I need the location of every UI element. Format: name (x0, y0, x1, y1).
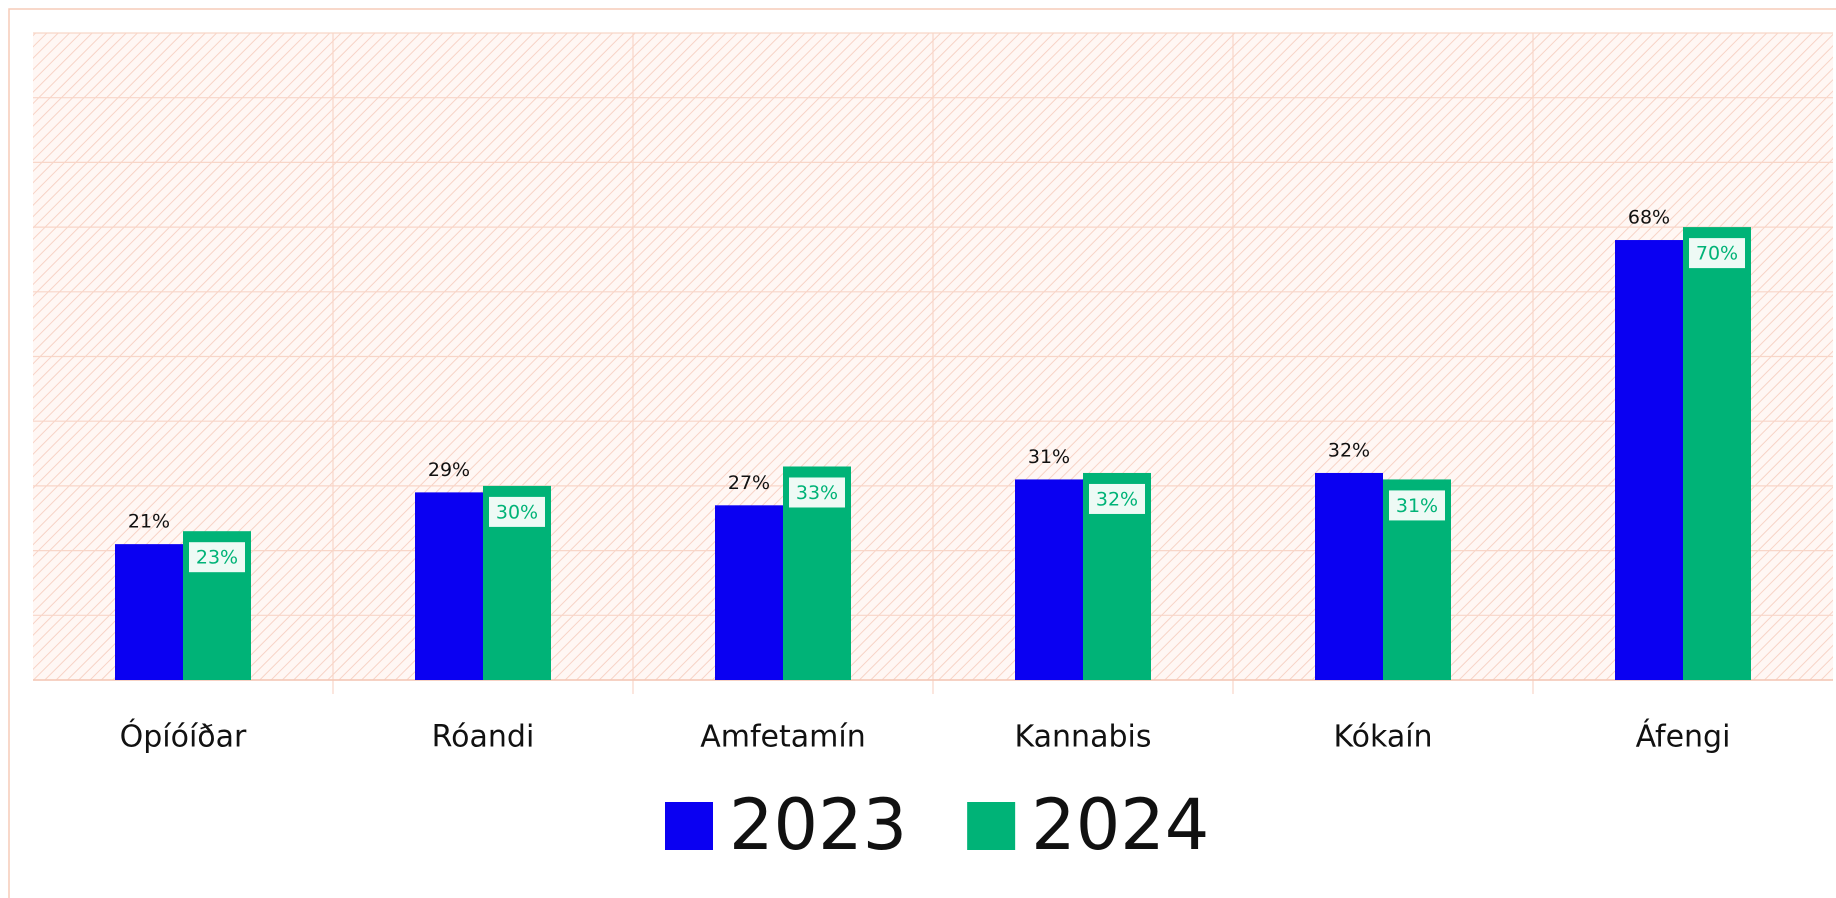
x-tick-label: Áfengi (1636, 719, 1731, 755)
data-label: 30% (496, 501, 538, 523)
data-label: 33% (796, 482, 838, 504)
bar (415, 492, 483, 680)
data-label: 27% (728, 472, 770, 494)
data-label: 21% (128, 511, 170, 533)
data-label-box (1087, 481, 1147, 516)
legend-swatch (967, 802, 1016, 850)
data-label-box (487, 494, 547, 529)
legend-swatch (665, 802, 713, 850)
x-tick-label: Kókaín (1333, 720, 1432, 755)
legend-label: 2023 (729, 784, 907, 866)
data-label: 29% (428, 459, 470, 481)
bar (1683, 227, 1751, 680)
bar (115, 544, 183, 680)
data-label: 31% (1028, 446, 1070, 468)
data-label: 23% (196, 547, 238, 569)
x-tick-label: Kannabis (1015, 720, 1152, 755)
data-label: 68% (1628, 207, 1670, 229)
chart-border (8, 8, 1836, 898)
bar (1615, 240, 1683, 681)
data-label: 31% (1396, 495, 1438, 517)
bar (1315, 472, 1383, 680)
data-label-box (1687, 236, 1747, 271)
bar (715, 505, 783, 680)
bar (1015, 479, 1083, 680)
x-tick-label: Amfetamín (700, 720, 865, 755)
legend-label: 2024 (1031, 784, 1209, 866)
x-tick-label: Róandi (432, 720, 535, 755)
data-label: 32% (1328, 439, 1370, 461)
data-label-box (187, 540, 247, 575)
data-label-box (1387, 488, 1447, 523)
data-label: 70% (1696, 243, 1738, 265)
data-label-box (787, 475, 847, 510)
data-label: 32% (1096, 488, 1138, 510)
x-tick-label: Ópíóíðar (120, 718, 247, 755)
